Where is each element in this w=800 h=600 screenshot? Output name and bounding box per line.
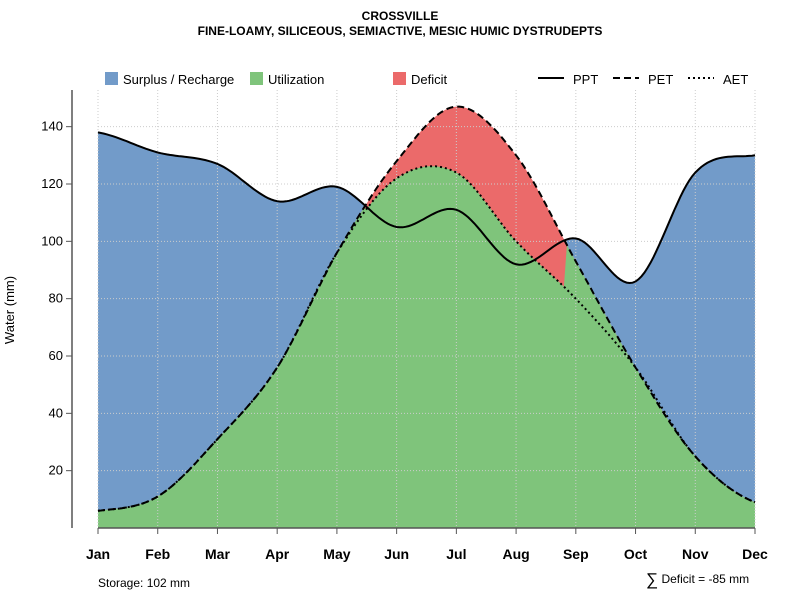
y-axis-label: Water (mm) — [2, 276, 17, 344]
y-tick-label: 60 — [49, 348, 63, 363]
legend-label: PET — [648, 72, 673, 87]
legend-label: Deficit — [411, 72, 448, 87]
x-tick-label: Jun — [384, 546, 409, 562]
pet-line — [97, 105, 756, 512]
lines-layer — [97, 105, 756, 512]
x-tick-label: May — [323, 546, 350, 562]
sigma-symbol: ∑ — [646, 570, 659, 589]
legend-layer: Surplus / Recharge Utilization Deficit PPT P… — [105, 72, 748, 87]
legend-label: Utilization — [268, 72, 324, 87]
aet-line — [97, 165, 756, 512]
chart-title: CROSSVILLE — [361, 9, 439, 23]
x-tick-label: Feb — [145, 546, 170, 562]
chart-subtitle: FINE-LOAMY, SILICEOUS, SEMIACTIVE, MESIC… — [197, 24, 603, 38]
x-tick-label: Jan — [86, 546, 110, 562]
deficit-value: Deficit = -85 mm — [661, 572, 750, 586]
legend-label: AET — [723, 72, 748, 87]
axes-layer: 20 40 60 80 100 120 140 Jan Feb Mar Apr May Jun Jul Au… — [41, 90, 768, 562]
y-tick-label: 140 — [41, 119, 63, 134]
ppt-line — [97, 131, 756, 285]
x-tick-label: Mar — [205, 546, 230, 562]
legend-swatch — [105, 72, 118, 85]
y-tick-label: 20 — [49, 463, 63, 478]
areas-layer — [98, 106, 755, 528]
grid-layer — [97, 90, 756, 528]
deficit-note: ∑ Deficit = -85 mm — [646, 570, 749, 590]
legend-label: Surplus / Recharge — [123, 72, 234, 87]
utilization-area — [98, 166, 755, 528]
storage-note: Storage: 102 mm — [98, 576, 191, 590]
x-tick-label: Dec — [742, 546, 768, 562]
legend-label: PPT — [573, 72, 598, 87]
legend-swatch — [393, 72, 406, 85]
y-tick-label: 100 — [41, 233, 63, 248]
x-tick-label: Sep — [563, 546, 589, 562]
x-tick-label: Nov — [682, 546, 709, 562]
y-tick-label: 80 — [49, 291, 63, 306]
x-tick-label: Oct — [624, 546, 648, 562]
x-tick-label: Jul — [446, 546, 466, 562]
legend-swatch — [250, 72, 263, 85]
x-tick-label: Aug — [502, 546, 529, 562]
y-tick-label: 120 — [41, 176, 63, 191]
y-tick-label: 40 — [49, 405, 63, 420]
x-tick-label: Apr — [265, 546, 290, 562]
